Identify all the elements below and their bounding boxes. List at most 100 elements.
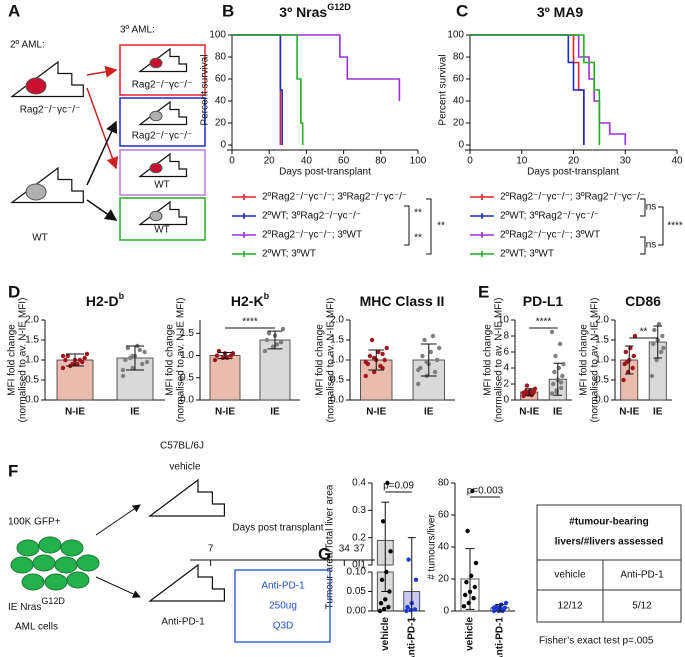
y-tick-label: 0.5 [180,372,194,383]
cell-type-superscript: G12D [41,596,65,606]
x-axis-label: Days post-transplant [279,167,371,178]
y-axis-label: (normalised to av. N-IE MFI) [176,298,187,423]
y-axis-label: MFI fold change [483,324,494,396]
data-point [428,349,434,355]
data-point [630,365,635,371]
significance: **** [536,317,552,328]
y-tick-label: 0.00 [347,606,367,617]
data-point [125,345,130,351]
table-cell: Anti-PD-1 [620,570,664,581]
y-axis-label: (normalised to av. N-IE MFI) [326,298,337,423]
y-tick-label: 0.0 [595,395,609,406]
y-tick-label: 80 [438,478,450,489]
bracket [426,198,432,255]
x-tick-label: 100 [410,156,427,167]
y-tick-label: 10 [498,315,510,326]
y-tick-label: 60 [453,74,465,85]
x-tick-label: N-IE [519,407,539,418]
title-text: CD86 [625,293,661,309]
data-point [82,355,87,361]
panel-label: D [8,282,20,301]
error-bar [368,349,385,371]
x-tick-label: N-IE [619,407,639,418]
table-header: #tumour-bearing [569,517,648,528]
legend-label: 2ºWT; 3ºWT [262,249,316,260]
mouse-icon [10,60,84,98]
data-point [463,592,468,598]
recipient-box [119,97,206,147]
table-note: Fisher’s exact test p=.005 [539,636,654,647]
data-point [142,349,147,355]
day-label: 37 [354,544,366,555]
recipient-label: Rag2⁻/⁻γc⁻/⁻ [132,80,193,91]
x-axis-label: Days post-transplant [527,167,619,178]
data-point [472,584,477,590]
timeline-title: Days post transplant [232,523,323,534]
error-bar [407,537,416,621]
chart-title: H2-Kb [231,291,270,308]
data-point [434,357,440,363]
significance: p=0.09 [383,481,414,492]
data-point [532,386,538,391]
y-tick-label: 20 [453,118,465,129]
data-point [561,361,566,367]
y-tick-label: 20 [215,118,227,129]
significance: ns [646,202,657,213]
y-tick-label: 80 [215,52,227,63]
data-point [632,333,638,339]
y-tick-label: 1.0 [330,355,344,366]
panel-label: E [478,282,489,301]
error-bar [465,548,475,610]
y-tick-label: 40 [438,542,450,553]
bracket [404,205,410,246]
arm-label: Anti-PD-1 [161,617,205,628]
y-tick-label: 4 [503,363,509,374]
cells-label: 100K GFP+ [8,517,61,528]
data-point [503,600,509,606]
y-axis-label: MFI fold change [579,324,590,396]
y-axis-label: # tumours/liver [427,514,438,580]
y-tick-label: 0 [503,395,509,406]
bar [209,355,241,401]
title-text: MHC Class II [360,293,445,309]
arrow [95,576,141,598]
data-point [270,344,276,349]
y-tick-label: 2.0 [595,315,609,326]
data-point [144,359,150,365]
data-point [621,377,626,383]
data-point [654,357,659,363]
data-point [437,345,442,351]
data-point [123,357,128,363]
data-point [140,361,145,367]
data-point [405,604,410,610]
y-axis-label: (normalised to av. N-IE MFI) [18,298,29,423]
data-point [473,560,479,566]
mouse-icon [148,478,225,517]
x-tick-label: 60 [338,156,350,167]
error-bar [381,501,390,592]
data-point [75,361,80,367]
data-point [371,355,377,361]
y-tick-label: 0.5 [330,375,344,386]
data-point [549,391,555,396]
y-tick-label: 0.05 [347,586,367,597]
error-bar [524,388,534,396]
data-point [262,348,268,354]
data-point [377,608,383,614]
x-tick-label: IE [270,407,280,418]
x-tick-label: 20 [568,156,580,167]
mouse-icon [138,47,188,73]
chart-title: PD-L1 [523,293,564,309]
data-point [367,353,373,359]
gfp-cell [76,554,100,572]
x-tick-label: IE [653,407,663,418]
y-tick-label: 1.5 [330,335,344,346]
y-tick-label: 0 [220,140,226,151]
x-tick-label: 0 [229,156,235,167]
x-tick-label: 80 [375,156,387,167]
y-axis-label: (normalised to av. N-IE MFI) [494,298,505,423]
survival-curve [470,34,601,145]
significance: **** [667,221,683,232]
data-point [471,596,476,601]
data-point [550,381,556,387]
